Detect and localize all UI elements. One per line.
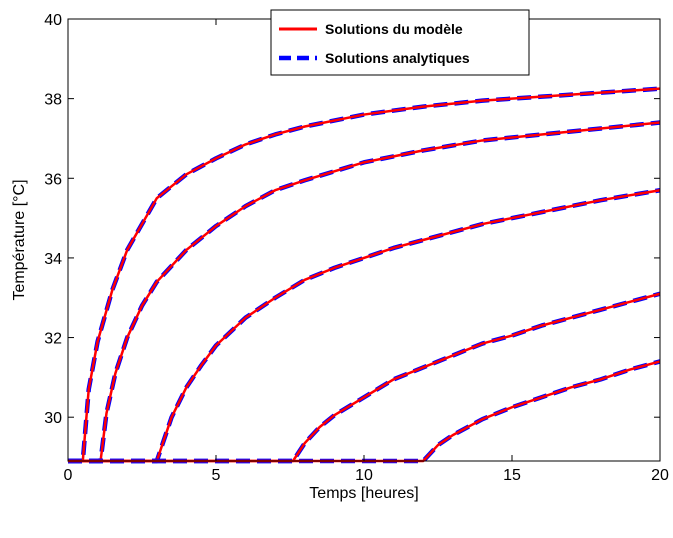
y-tick-label: 38 <box>44 92 62 109</box>
legend-box <box>270 9 530 76</box>
legend-entry-model: Solutions du modèle <box>325 21 463 37</box>
x-tick-label: 5 <box>212 467 221 484</box>
axis-ticks: 0 5 10 15 20 30 32 34 36 38 40 <box>44 12 669 484</box>
x-tick-label: 20 <box>651 467 669 484</box>
x-tick-label: 0 <box>64 467 73 484</box>
model-curve-5 <box>68 360 661 463</box>
model-curve-1 <box>68 87 661 463</box>
x-tick-label: 10 <box>355 467 373 484</box>
y-axis-label: Température [°C] <box>11 179 28 300</box>
model-curve-2 <box>68 121 661 463</box>
analytic-curve-1 <box>68 86 661 464</box>
y-tick-label: 40 <box>44 12 62 29</box>
model-curve-4 <box>68 292 661 463</box>
y-tick-label: 36 <box>44 171 62 188</box>
x-axis-label: Temps [heures] <box>309 485 418 502</box>
y-tick-label: 34 <box>44 251 62 268</box>
legend: Solutions du modèle Solutions analytique… <box>270 9 530 76</box>
model-curve-3 <box>68 188 661 463</box>
analytic-curve-2 <box>68 120 661 464</box>
analytic-curve-3 <box>68 188 661 464</box>
legend-entry-analytic: Solutions analytiques <box>325 50 470 66</box>
y-tick-label: 30 <box>44 410 62 427</box>
y-tick-label: 32 <box>44 331 62 348</box>
plot-lines <box>68 86 661 464</box>
x-tick-label: 15 <box>503 467 521 484</box>
analytic-curve-5 <box>68 359 661 464</box>
